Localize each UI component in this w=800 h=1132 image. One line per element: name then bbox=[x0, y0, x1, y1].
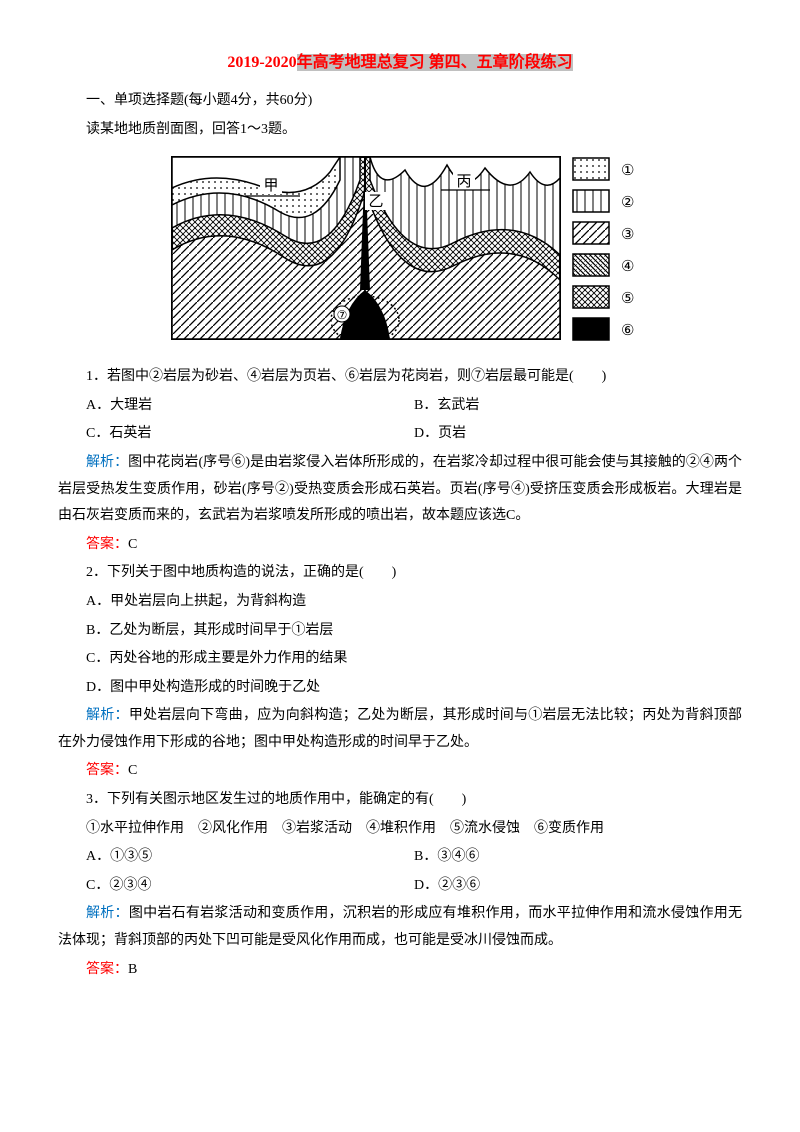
q2-stem: 2．下列关于图中地质构造的说法，正确的是( ) bbox=[58, 560, 742, 587]
legend-3: ③ bbox=[621, 227, 634, 243]
q2-optD: D．图中甲处构造形成的时间晚于乙处 bbox=[58, 675, 742, 702]
label-yi: 乙 bbox=[368, 194, 383, 210]
legend-1: ① bbox=[621, 163, 634, 179]
q1-explain: 解析：图中花岗岩(序号⑥)是由岩浆侵入岩体所形成的，在岩浆冷却过程中很可能会使与… bbox=[58, 450, 742, 530]
q1-optD: D．页岩 bbox=[414, 421, 742, 448]
explain-label: 解析： bbox=[86, 708, 129, 723]
q3-optD: D．②③⑥ bbox=[414, 873, 742, 900]
q2-answer-text: C bbox=[128, 763, 137, 778]
label-magma: ⑦ bbox=[337, 308, 348, 322]
explain-label: 解析： bbox=[86, 906, 129, 921]
q1-options-row2: C．石英岩 D．页岩 bbox=[58, 421, 742, 448]
legend: ① ② ③ ④ ⑤ ⑥ bbox=[573, 158, 634, 340]
q1-answer-text: C bbox=[128, 537, 137, 552]
answer-label: 答案： bbox=[86, 537, 128, 552]
q1-options-row1: A．大理岩 B．玄武岩 bbox=[58, 393, 742, 420]
legend-4: ④ bbox=[621, 259, 634, 275]
instruction: 读某地地质剖面图，回答1～3题。 bbox=[58, 117, 742, 144]
q1-answer: 答案：C bbox=[58, 532, 742, 559]
label-bing: 丙 bbox=[456, 174, 471, 190]
q1-explain-text: 图中花岗岩(序号⑥)是由岩浆侵入岩体所形成的，在岩浆冷却过程中很可能会使与其接触… bbox=[58, 455, 742, 523]
q3-optB: B．③④⑥ bbox=[414, 844, 742, 871]
page-title: 2019-2020年高考地理总复习 第四、五章阶段练习 bbox=[58, 48, 742, 78]
q3-inline-opts: ①水平拉伸作用 ②风化作用 ③岩浆活动 ④堆积作用 ⑤流水侵蚀 ⑥变质作用 bbox=[58, 816, 742, 843]
title-main: 年高考地理总复习 第四、五章阶段练习 bbox=[297, 54, 573, 71]
q3-stem: 3．下列有关图示地区发生过的地质作用中，能确定的有( ) bbox=[58, 787, 742, 814]
q2-answer: 答案：C bbox=[58, 758, 742, 785]
q3-optC: C．②③④ bbox=[86, 873, 414, 900]
legend-5: ⑤ bbox=[621, 291, 634, 307]
label-jia: 甲 bbox=[263, 178, 278, 194]
q2-optC: C．丙处谷地的形成主要是外力作用的结果 bbox=[58, 646, 742, 673]
legend-2: ② bbox=[621, 195, 634, 211]
q2-optA: A．甲处岩层向上拱起，为背斜构造 bbox=[58, 589, 742, 616]
q3-options-row1: A．①③⑤ B．③④⑥ bbox=[58, 844, 742, 871]
geology-figure: 甲 乙 丙 ⑦ ① ② ③ ④ ⑤ ⑥ bbox=[58, 150, 742, 357]
q3-answer: 答案：B bbox=[58, 957, 742, 984]
answer-label: 答案： bbox=[86, 962, 128, 977]
q3-explain-text: 图中岩石有岩浆活动和变质作用，沉积岩的形成应有堆积作用，而水平拉伸作用和流水侵蚀… bbox=[58, 906, 742, 948]
q2-optB: B．乙处为断层，其形成时间早于①岩层 bbox=[58, 618, 742, 645]
explain-label: 解析： bbox=[86, 455, 128, 470]
q3-explain: 解析：图中岩石有岩浆活动和变质作用，沉积岩的形成应有堆积作用，而水平拉伸作用和流… bbox=[58, 901, 742, 954]
section-heading: 一、单项选择题(每小题4分，共60分) bbox=[58, 88, 742, 115]
q3-answer-text: B bbox=[128, 962, 137, 977]
q2-explain: 解析：甲处岩层向下弯曲，应为向斜构造；乙处为断层，其形成时间与①岩层无法比较；丙… bbox=[58, 703, 742, 756]
q1-optC: C．石英岩 bbox=[86, 421, 414, 448]
q3-options-row2: C．②③④ D．②③⑥ bbox=[58, 873, 742, 900]
q3-optA: A．①③⑤ bbox=[86, 844, 414, 871]
q1-optB: B．玄武岩 bbox=[414, 393, 742, 420]
q1-stem: 1．若图中②岩层为砂岩、④岩层为页岩、⑥岩层为花岗岩，则⑦岩层最可能是( ) bbox=[58, 364, 742, 391]
title-prefix: 2019-2020 bbox=[227, 54, 296, 71]
q2-explain-text: 甲处岩层向下弯曲，应为向斜构造；乙处为断层，其形成时间与①岩层无法比较；丙处为背… bbox=[58, 708, 742, 750]
legend-6: ⑥ bbox=[621, 323, 634, 339]
q1-optA: A．大理岩 bbox=[86, 393, 414, 420]
answer-label: 答案： bbox=[86, 763, 128, 778]
